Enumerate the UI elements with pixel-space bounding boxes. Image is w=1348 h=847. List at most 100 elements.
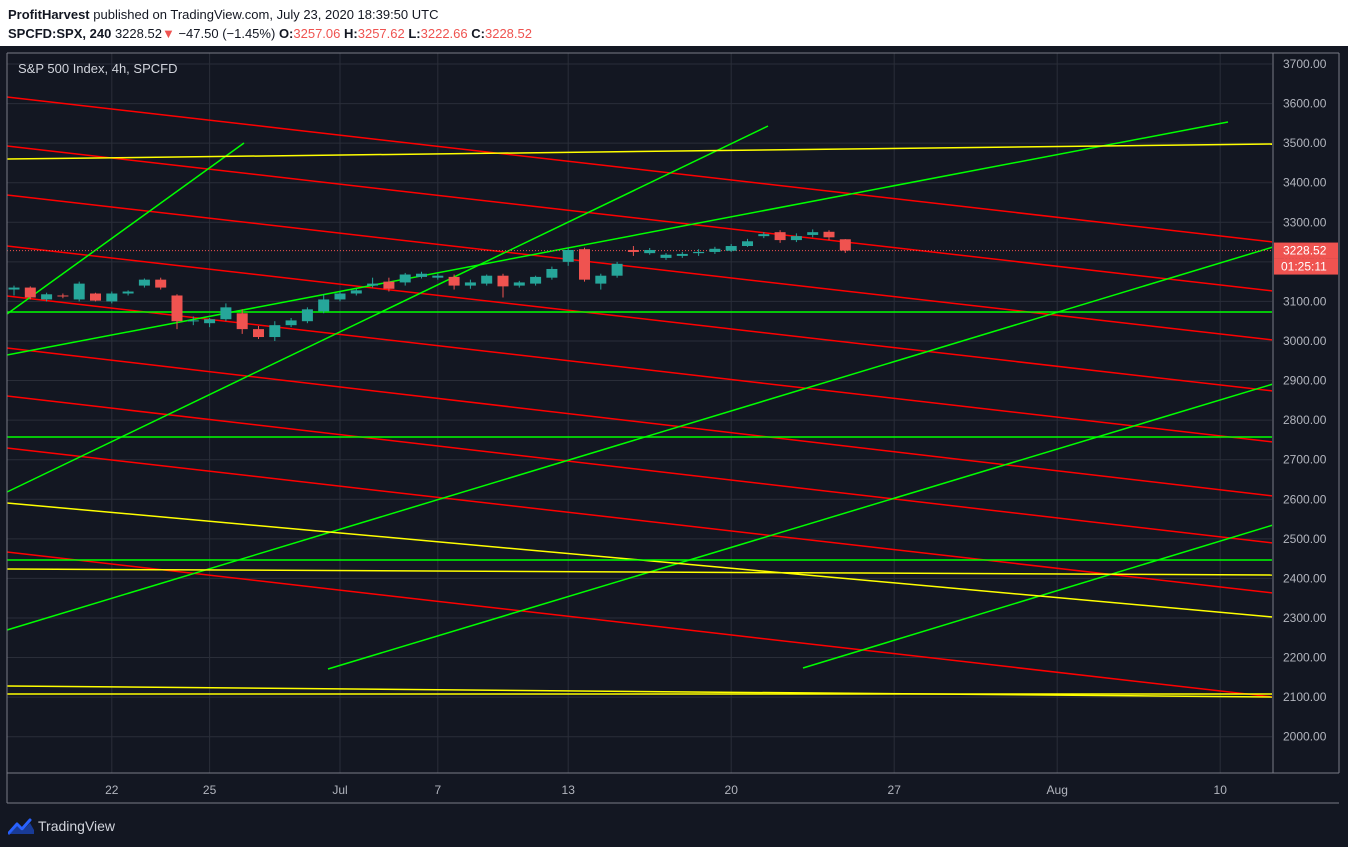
price-tick-label: 2300.00 [1283,611,1327,625]
symbol-label: SPCFD:SPX, 240 [8,26,112,41]
candle [546,266,558,280]
price-tick-label: 2900.00 [1283,374,1327,388]
candle [839,239,851,253]
candle-body [73,283,85,300]
candle [399,272,411,286]
green-trend-line [6,142,245,315]
price-axis[interactable] [1272,46,1348,805]
tradingview-logo-icon[interactable] [8,817,34,835]
candle [57,293,69,299]
price-tick-label: 3100.00 [1283,294,1327,308]
candle-body [122,291,134,294]
candle-body [497,275,509,287]
candle [807,229,819,238]
time-tick-label: 20 [725,783,739,797]
candle [73,281,85,302]
price-tick-label: 2600.00 [1283,492,1327,506]
candle-body [742,241,753,247]
time-tick-label: Jul [332,783,347,797]
candle [334,291,346,302]
price-tick-label: 2000.00 [1283,730,1327,744]
candle [448,274,460,290]
red-trend-line [6,447,1274,594]
open-label: O: [278,26,294,41]
candle-body [725,246,737,251]
candle [41,292,53,302]
candle [367,277,379,288]
chart-title: S&P 500 Index, 4h, SPCFD [18,61,177,76]
price-tick-label: 2200.00 [1283,651,1327,665]
price-tick-label: 3000.00 [1283,334,1327,348]
candle [236,309,248,334]
price-tick-label: 3400.00 [1283,176,1327,190]
price-tick-label: 2700.00 [1283,453,1327,467]
time-tick-label: 25 [203,783,217,797]
red-trend-line [6,295,1274,443]
red-trend-line [6,347,1274,497]
candle-body [155,279,167,288]
candle-body [481,275,493,284]
price-tick-label: 2500.00 [1283,532,1327,546]
tradingview-brand[interactable]: TradingView [38,818,116,834]
red-trend-line [6,245,1274,392]
time-axis-labels: 22 25 Jul 7 13 20 27 Aug 10 [105,783,1227,797]
publish-line: ProfitHarvest published on TradingView.c… [8,7,438,22]
price-axis-labels: 2000.00 2100.00 2200.00 2300.00 2400.00 2500.… [1283,57,1327,744]
candle-body [448,276,460,286]
last-price-tag-text: 3228.52 [1283,244,1327,258]
candle [464,279,476,289]
candle-body [57,295,69,297]
chart-area[interactable]: 2000.00 2100.00 2200.00 2300.00 2400.00 2500.… [0,46,1348,805]
candle [432,273,444,280]
candle-body [334,293,346,300]
candle-body [595,275,607,284]
candle [350,288,362,296]
price-tick-label: 3300.00 [1283,215,1327,229]
candle [122,290,134,296]
candle [285,318,297,328]
candle [24,286,36,300]
candle-body [676,253,688,256]
yellow-trend-line [6,685,1274,698]
candle-body [399,274,411,283]
candle [171,294,183,330]
price-tick-label: 3700.00 [1283,57,1327,71]
candle-body [171,295,183,322]
price-tick-label: 3500.00 [1283,136,1327,150]
yellow-trend-line [6,568,1274,576]
high-label: H: [344,26,358,41]
candle-body [693,251,705,254]
candle-body [774,232,786,241]
candle [709,246,721,254]
candle [758,232,770,239]
candle [579,247,590,282]
candle-body [236,313,248,330]
candle-body [464,282,476,286]
red-trend-line [6,145,1274,292]
author-name[interactable]: ProfitHarvest [8,7,90,22]
candle-body [106,293,118,302]
close-label: C: [471,26,485,41]
red-trend-line [6,194,1274,341]
candle [220,303,232,322]
candle [530,275,542,286]
candle [301,307,313,324]
candle-body [383,281,395,289]
countdown-tag-text: 01:25:11 [1281,260,1327,274]
candle-body [301,309,313,322]
candle [497,273,509,298]
candle-body [204,319,216,324]
candle-body [41,294,53,300]
candle [416,271,427,279]
candle [481,274,493,286]
candle-body [562,249,574,262]
candle-body [530,276,542,284]
price-chart[interactable]: 2000.00 2100.00 2200.00 2300.00 2400.00 2500.… [0,46,1348,805]
red-trend-line [6,551,1274,698]
candle [676,251,688,258]
candle-body [709,248,721,252]
candle [774,230,786,243]
green-trend-line [6,246,1274,631]
candle-body [90,293,101,301]
last-price-tag: 3228.52 [1274,242,1338,259]
